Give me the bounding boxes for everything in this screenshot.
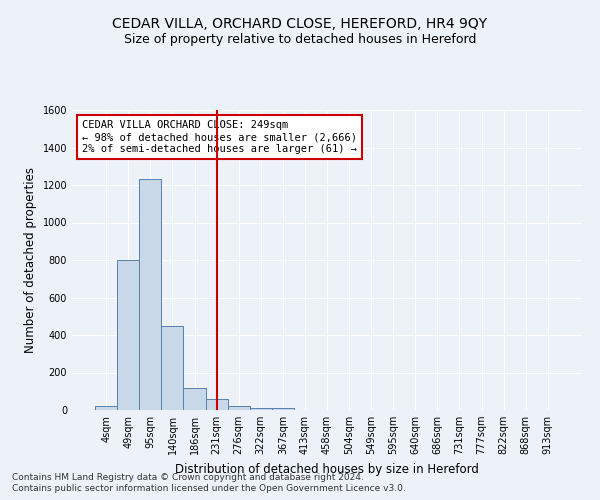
Text: Contains HM Land Registry data © Crown copyright and database right 2024.: Contains HM Land Registry data © Crown c…	[12, 473, 364, 482]
Bar	[117, 260, 139, 410]
Bar	[139, 180, 161, 410]
Bar	[227, 406, 250, 410]
Y-axis label: Number of detached properties: Number of detached properties	[24, 167, 37, 353]
Bar	[95, 406, 117, 410]
Text: Size of property relative to detached houses in Hereford: Size of property relative to detached ho…	[124, 32, 476, 46]
Bar	[250, 408, 272, 410]
Text: Contains public sector information licensed under the Open Government Licence v3: Contains public sector information licen…	[12, 484, 406, 493]
Bar	[184, 388, 206, 410]
Bar	[161, 326, 184, 410]
Bar	[206, 399, 227, 410]
Text: CEDAR VILLA, ORCHARD CLOSE, HEREFORD, HR4 9QY: CEDAR VILLA, ORCHARD CLOSE, HEREFORD, HR…	[112, 18, 488, 32]
Bar	[272, 408, 294, 410]
Text: CEDAR VILLA ORCHARD CLOSE: 249sqm
← 98% of detached houses are smaller (2,666)
2: CEDAR VILLA ORCHARD CLOSE: 249sqm ← 98% …	[82, 120, 357, 154]
X-axis label: Distribution of detached houses by size in Hereford: Distribution of detached houses by size …	[175, 462, 479, 475]
